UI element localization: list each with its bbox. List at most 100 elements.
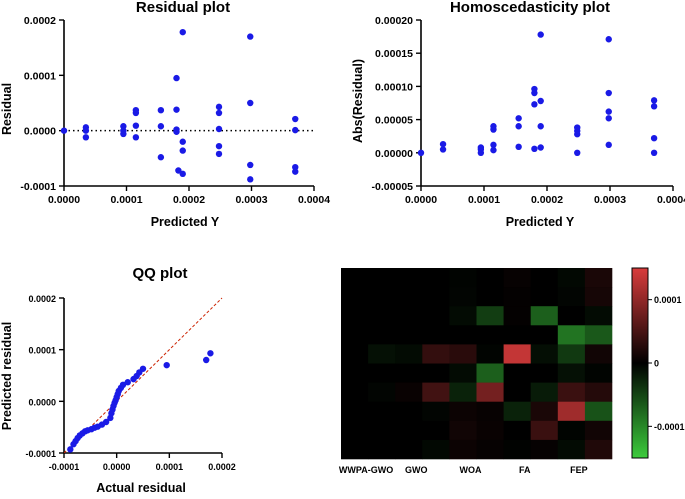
heatmap-cell [368,363,396,383]
residual-data-point [120,123,127,130]
homoscedasticity-y-tick-label: 0.00005 [375,115,413,127]
homoscedasticity-data-point [537,97,544,105]
heatmap-cell [530,382,559,402]
heatmap-cell [584,439,613,460]
heatmap-row-label: 8 [352,407,357,417]
residual-data-point [82,134,90,141]
homoscedasticity-data-point [531,145,538,153]
homoscedasticity-data-point [574,149,581,156]
homoscedasticity-y-tick-label: 0.00015 [375,48,413,60]
homoscedasticity-y-tick-label: 0.00000 [375,148,413,160]
heatmap-cell [368,420,396,441]
heatmap-cell [503,439,531,460]
heatmap-cell [368,306,396,326]
heatmap-cell [341,268,369,288]
heatmap-cell [395,344,423,364]
heatmap-cell [449,287,477,307]
heatmap-cell [530,325,559,345]
qq-y-ticks: -0.0001 0.0000 0.0001 0.0002 [25,294,64,459]
heatmap-row-label: 5 [352,349,357,359]
qq-data-point [67,446,74,453]
heatmap-row-label: 9 [352,426,357,436]
heatmap-column-label: FEP [570,465,588,475]
heatmap-cell [476,325,504,345]
heatmap-cell [584,268,613,288]
heatmap-cell [449,439,477,460]
heatmap-cell [368,287,396,307]
qq-plot-title: QQ plot [133,265,188,282]
homoscedasticity-y-tick-label: 0.00010 [375,81,413,93]
homoscedasticity-plot-panel: Homoscedasticity plot 0.0000 0.0001 0.0002… [351,0,685,229]
heatmap-cell [449,363,477,383]
residual-data-point [157,154,165,161]
heatmap-cell [341,382,369,402]
homoscedasticity-data-point [490,141,497,149]
heatmap-cell [368,344,396,364]
heatmap-cell [422,344,450,364]
residual-data-point [215,109,223,117]
residual-data-point [215,103,223,111]
residual-plot-panel: Residual plot 0.0000 0.0001 0.0002 0.0003 0.… [0,0,330,229]
heatmap-cell [341,325,369,345]
homoscedasticity-data-point [537,31,544,38]
homoscedasticity-points [417,31,658,156]
residual-x-tick-label: 0.0004 [298,194,330,206]
homoscedasticity-y-label: Abs(Residual) [351,59,365,143]
qq-data-point [163,361,170,369]
heatmap-cell [530,401,559,422]
homoscedasticity-data-point [605,36,612,43]
heatmap-row-label: 3 [352,311,357,321]
homoscedasticity-data-point [605,141,612,149]
heatmap-cell [449,325,477,345]
homoscedasticity-data-point [574,131,581,138]
residual-y-tick-label: -0.0001 [20,181,56,193]
residual-data-point [215,125,223,133]
residual-data-point [292,163,299,171]
heatmap-cell [557,439,586,460]
heatmap-cell [422,401,450,422]
qq-data-point [139,365,147,372]
heatmap-column-labels: WWPA-GWO GWO WOA FA FEP [339,465,588,475]
heatmap-cell [476,287,504,307]
residual-data-point [175,167,182,174]
homoscedasticity-data-point [531,101,538,108]
qq-x-tick-label: 0.0002 [208,462,236,472]
heatmap-cell [368,439,396,460]
residual-x-tick-label: 0.0002 [173,194,205,206]
heatmap-cell [557,401,586,422]
heatmap-cell [395,268,423,288]
heatmap-cell [584,287,613,307]
qq-x-tick-label: -0.0001 [49,462,80,472]
heatmap-cell [341,287,369,307]
heatmap-cell [395,306,423,326]
heatmap-cell [449,420,477,441]
heatmap-cell [422,268,450,288]
heatmap-row-labels: 1 2 3 4 5 6 7 8 9 10 [350,273,360,455]
qq-data-point [203,356,210,364]
qq-x-tick-label: 0.0001 [156,462,184,472]
heatmap-cell [557,287,586,307]
residual-y-label: Residual [0,83,14,135]
heatmap-cell [503,325,531,345]
residual-data-point [247,176,254,183]
heatmap-cell [395,325,423,345]
homoscedasticity-x-tick-label: 0.0004 [657,194,685,206]
heatmap-cell [341,401,369,422]
homoscedasticity-data-point [439,146,447,153]
residual-x-tick-label: 0.0000 [48,194,80,206]
homoscedasticity-x-tick-label: 0.0000 [405,194,437,206]
heatmap-column-label: GWO [405,465,428,475]
residual-data-point [173,74,180,82]
heatmap-cell [368,401,396,422]
heatmap-column-label: WOA [460,465,482,475]
heatmap-cell [449,306,477,326]
heatmap-cell [341,344,369,364]
homoscedasticity-data-point [537,144,544,151]
heatmap-cell [584,306,613,326]
heatmap-row-label: 4 [352,330,357,340]
colorbar [631,267,649,459]
residual-data-point [179,28,186,36]
homoscedasticity-data-point [490,126,497,133]
residual-x-label: Predicted Y [151,215,220,229]
heatmap-cell [395,420,423,441]
